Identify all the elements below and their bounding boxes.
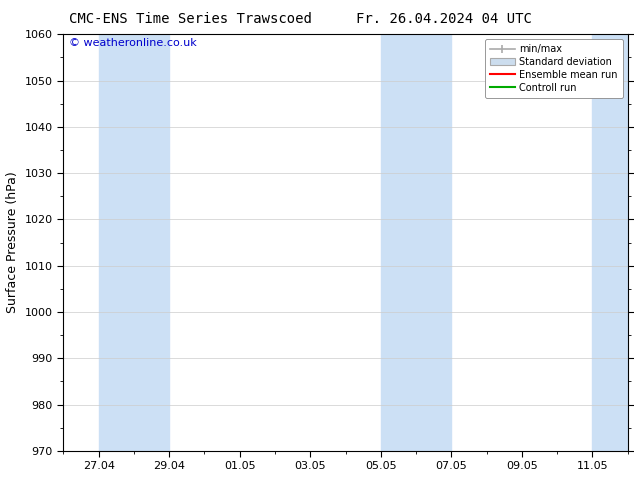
Legend: min/max, Standard deviation, Ensemble mean run, Controll run: min/max, Standard deviation, Ensemble me… bbox=[486, 39, 623, 98]
Text: Fr. 26.04.2024 04 UTC: Fr. 26.04.2024 04 UTC bbox=[356, 12, 532, 26]
Text: CMC-ENS Time Series Trawscoed: CMC-ENS Time Series Trawscoed bbox=[68, 12, 312, 26]
Bar bbox=[381, 34, 451, 451]
Bar bbox=[99, 34, 169, 451]
Bar bbox=[592, 34, 628, 451]
Y-axis label: Surface Pressure (hPa): Surface Pressure (hPa) bbox=[6, 172, 19, 314]
Text: © weatheronline.co.uk: © weatheronline.co.uk bbox=[69, 38, 197, 49]
